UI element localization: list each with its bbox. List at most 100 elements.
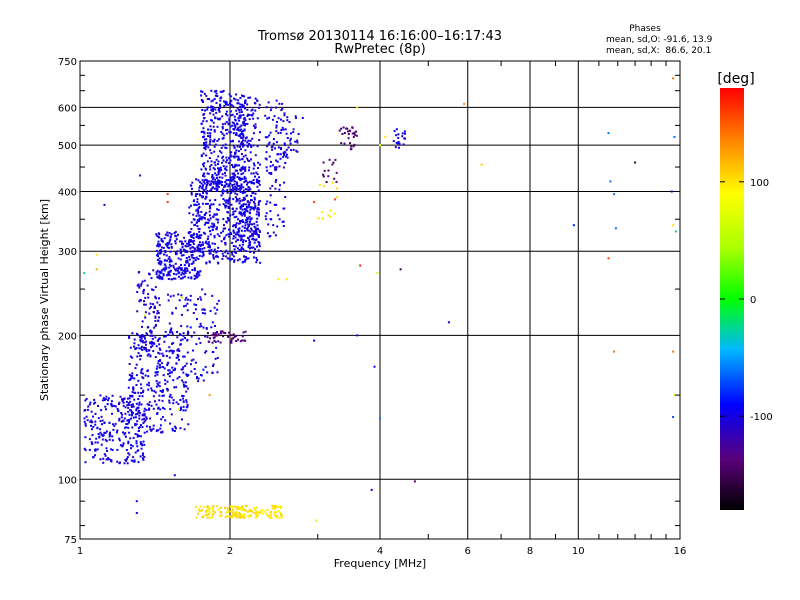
data-point [128, 379, 131, 381]
data-point [243, 513, 246, 516]
data-point [143, 300, 145, 303]
data-point [84, 424, 87, 427]
data-point [283, 181, 286, 184]
data-point [224, 167, 226, 170]
data-point [168, 232, 171, 234]
data-point [158, 297, 160, 300]
data-point [271, 118, 274, 121]
data-point [254, 508, 257, 511]
data-point [216, 188, 219, 191]
data-point [177, 293, 180, 296]
data-point [313, 201, 316, 204]
data-point [285, 155, 287, 158]
data-point [229, 159, 232, 162]
data-point [208, 157, 211, 160]
data-point [237, 238, 239, 241]
data-point [274, 234, 277, 237]
data-point [242, 136, 245, 139]
data-point [208, 207, 211, 210]
data-point [214, 172, 217, 175]
data-point [242, 155, 245, 158]
data-point [133, 345, 135, 348]
data-point [100, 409, 103, 412]
data-point [253, 222, 256, 225]
data-point [183, 236, 186, 239]
data-point [256, 117, 259, 120]
data-point [138, 300, 141, 303]
chart-title: Tromsø 20130114 16:16:00–16:17:43 [257, 29, 502, 44]
data-point [190, 191, 193, 194]
data-point [120, 412, 123, 414]
data-point [124, 426, 126, 429]
data-point [154, 374, 157, 377]
data-point [257, 207, 260, 209]
data-point [158, 316, 160, 319]
data-point [220, 130, 223, 133]
data-point [276, 515, 279, 517]
data-point [232, 337, 235, 340]
data-point [202, 216, 204, 219]
data-point [184, 267, 186, 270]
data-point [111, 435, 114, 438]
data-points [83, 77, 677, 522]
data-point [244, 188, 247, 191]
data-point [183, 385, 186, 388]
data-point [236, 102, 239, 105]
data-point [210, 225, 213, 228]
data-point [100, 415, 103, 418]
data-point [136, 413, 139, 415]
data-point [170, 413, 173, 416]
data-point [139, 358, 142, 361]
data-point [167, 369, 170, 372]
data-point [216, 184, 219, 187]
data-point [202, 254, 205, 257]
data-point [243, 123, 245, 126]
data-point [164, 419, 167, 422]
data-point [96, 426, 99, 429]
data-point [210, 160, 213, 163]
data-point [273, 203, 276, 206]
data-point [206, 160, 209, 163]
data-point [193, 250, 196, 253]
data-point [237, 129, 240, 132]
data-point [132, 456, 135, 459]
data-point [222, 255, 225, 257]
data-point [168, 246, 170, 249]
data-point [189, 250, 192, 253]
data-point [84, 461, 87, 464]
data-point [168, 350, 171, 353]
data-point [159, 348, 162, 351]
data-point [212, 121, 215, 124]
data-point [224, 251, 227, 254]
data-point [226, 114, 229, 117]
data-point [201, 179, 204, 182]
data-point [238, 158, 241, 161]
data-point [201, 90, 204, 93]
data-point [190, 193, 193, 196]
data-point [155, 323, 158, 326]
data-point [180, 325, 183, 327]
data-point [210, 182, 213, 185]
data-point [253, 182, 256, 185]
data-point [113, 424, 116, 427]
data-point [274, 168, 276, 171]
data-point [142, 422, 145, 425]
data-point [146, 383, 149, 386]
data-point [252, 167, 255, 170]
data-point [205, 94, 208, 97]
data-point [236, 107, 239, 110]
data-point [225, 511, 228, 514]
data-point [237, 99, 240, 102]
data-point [221, 127, 224, 130]
data-point [179, 258, 182, 261]
data-point [146, 333, 149, 336]
data-point [447, 321, 450, 324]
data-point [143, 413, 146, 416]
data-point [246, 103, 249, 106]
data-point [217, 508, 220, 511]
data-point [280, 109, 283, 112]
data-point [203, 116, 206, 119]
data-point [218, 109, 221, 112]
data-point [231, 208, 234, 210]
data-point [190, 335, 193, 338]
